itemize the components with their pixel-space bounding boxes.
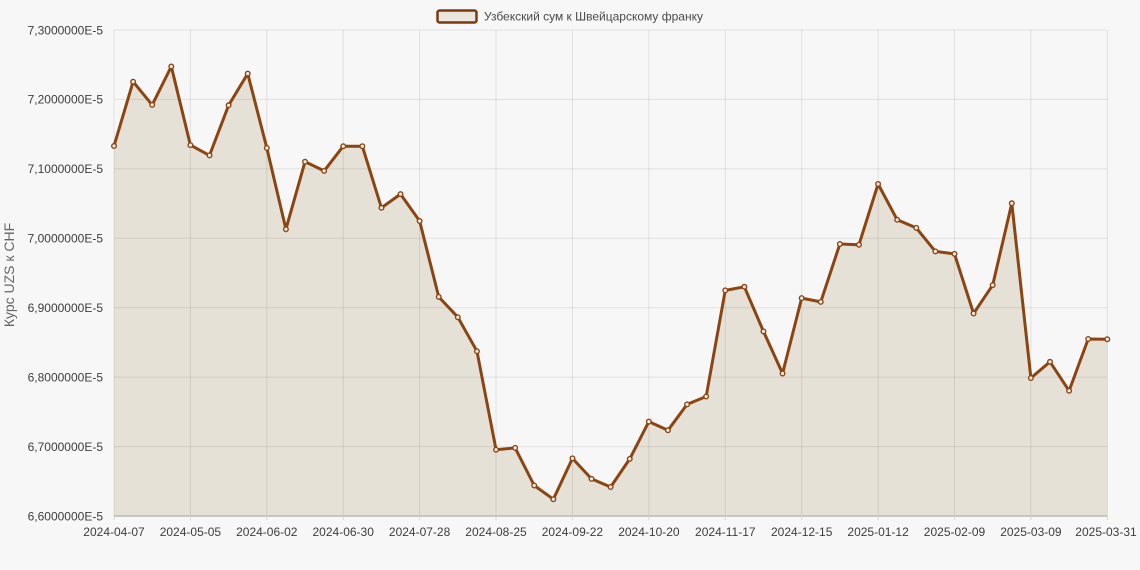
svg-text:6,6000000E-5: 6,6000000E-5 bbox=[28, 509, 104, 523]
svg-text:2025-02-09: 2025-02-09 bbox=[924, 525, 986, 539]
svg-text:6,7000000E-5: 6,7000000E-5 bbox=[28, 440, 104, 454]
svg-text:6,8000000E-5: 6,8000000E-5 bbox=[28, 370, 104, 384]
svg-text:2025-01-12: 2025-01-12 bbox=[847, 525, 909, 539]
svg-text:Узбекский сум к Швейцарскому ф: Узбекский сум к Швейцарскому франку bbox=[484, 10, 703, 24]
svg-text:2025-03-31: 2025-03-31 bbox=[1075, 525, 1137, 539]
svg-text:7,1000000E-5: 7,1000000E-5 bbox=[28, 162, 104, 176]
svg-text:2024-11-17: 2024-11-17 bbox=[695, 525, 756, 539]
svg-text:2024-12-15: 2024-12-15 bbox=[771, 525, 833, 539]
svg-text:2024-06-30: 2024-06-30 bbox=[313, 525, 375, 539]
svg-text:2024-08-25: 2024-08-25 bbox=[465, 525, 527, 539]
svg-text:7,3000000E-5: 7,3000000E-5 bbox=[28, 23, 104, 37]
svg-text:2024-05-05: 2024-05-05 bbox=[160, 525, 222, 539]
svg-text:2024-06-02: 2024-06-02 bbox=[236, 525, 298, 539]
svg-text:6,9000000E-5: 6,9000000E-5 bbox=[28, 301, 104, 315]
svg-text:2024-04-07: 2024-04-07 bbox=[83, 525, 145, 539]
svg-text:7,0000000E-5: 7,0000000E-5 bbox=[28, 232, 104, 246]
svg-text:2025-03-09: 2025-03-09 bbox=[1000, 525, 1062, 539]
svg-text:7,2000000E-5: 7,2000000E-5 bbox=[28, 93, 104, 107]
svg-text:Курс UZS к CHF: Курс UZS к CHF bbox=[1, 223, 17, 327]
svg-text:2024-07-28: 2024-07-28 bbox=[389, 525, 451, 539]
svg-text:2024-09-22: 2024-09-22 bbox=[542, 525, 604, 539]
svg-text:2024-10-20: 2024-10-20 bbox=[618, 525, 680, 539]
